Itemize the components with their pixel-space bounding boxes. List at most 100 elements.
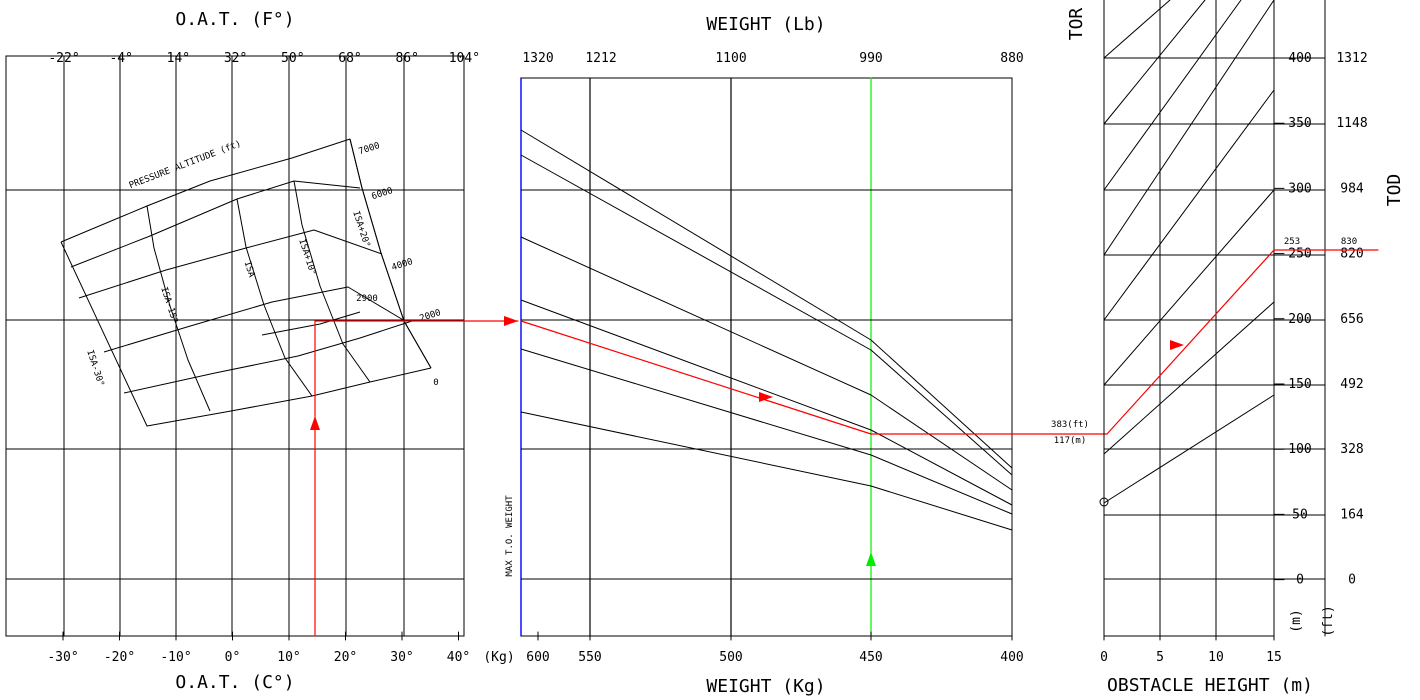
- weight-reference-line-4: [520, 348, 1013, 515]
- weight-bottom-axis-label: WEIGHT (Kg): [706, 676, 825, 697]
- isa-plus-20-line: [349, 138, 432, 369]
- obstacle-bottom-axis-label: OBSTACLE HEIGHT (m): [1107, 675, 1313, 696]
- example-oat-arrow: [310, 416, 320, 430]
- tod-foot-tick-0: 1312: [1336, 51, 1367, 66]
- temperature-bottom-tick-6: 30°: [390, 650, 413, 665]
- tod-side-label: TOD: [1384, 174, 1405, 207]
- example-tod-meter-label: 253: [1284, 237, 1300, 247]
- tor-label: TOR: [1066, 8, 1087, 41]
- example-tor-feet-label: 383(ft): [1051, 420, 1089, 430]
- obstacle-diagonal-line-6: [1103, 0, 1206, 125]
- temperature-bottom-tick-3: 0°: [225, 650, 241, 665]
- example-obstacle-line: [1106, 249, 1275, 435]
- temperature-top-tick-5: 68°: [338, 51, 361, 66]
- tod-meter-tick-5: 150: [1288, 377, 1311, 392]
- weight-reference-line-1: [520, 154, 1013, 476]
- example-obstacle-arrow: [1170, 340, 1184, 350]
- tod-meter-tick-4: 200: [1288, 312, 1311, 327]
- temperature-bottom-tick-5: 20°: [334, 650, 357, 665]
- temperature-top-tick-6: 86°: [395, 51, 418, 66]
- example-transfer-arrow: [504, 316, 518, 326]
- tod-meter-unit-label: (m): [1289, 609, 1304, 632]
- isa-label: ISA: [242, 260, 257, 279]
- tod-foot-tick-8: 0: [1348, 573, 1356, 588]
- tod-meter-tick-0: 400: [1288, 51, 1311, 66]
- isa-plus-10-line: [293, 180, 371, 383]
- tod-meter-tick-8: 0: [1296, 573, 1304, 588]
- altitude-2900-label: 2900: [356, 294, 378, 304]
- isa-plus-10-label: ISA+10°: [296, 238, 317, 277]
- temperature-top-tick-2: 14°: [167, 51, 190, 66]
- temperature-bottom-tick-7: 40°: [447, 650, 470, 665]
- isa-minus-30-label: ISA-30°: [84, 349, 105, 388]
- weight-top-axis-label: WEIGHT (Lb): [706, 14, 825, 35]
- tod-foot-tick-7: 164: [1340, 507, 1364, 522]
- pressure-altitude-2000-line: [103, 286, 406, 353]
- temperature-bottom-tick-1: -20°: [104, 650, 135, 665]
- temperature-top-tick-0: -22°: [48, 51, 79, 66]
- tod-foot-tick-5: 492: [1340, 377, 1363, 392]
- example-tod-foot-label: 830: [1341, 237, 1357, 247]
- example-weight-marker-arrow: [866, 552, 876, 566]
- pressure-altitude-top-boundary: [60, 138, 351, 243]
- obstacle-diagonal-line-7: [1103, 0, 1171, 59]
- weight-reference-line-5: [520, 411, 1013, 531]
- temperature-top-axis-label: O.A.T. (F°): [175, 9, 294, 30]
- weight-reference-line-2: [520, 236, 1013, 491]
- temperature-top-tick-7: 104°: [449, 51, 480, 66]
- obstacle-diagonal-line-3: [1103, 89, 1275, 321]
- tod-meter-tick-2: 300: [1288, 181, 1311, 196]
- tod-foot-tick-1: 1148: [1336, 116, 1367, 131]
- temperature-top-tick-1: -4°: [109, 51, 132, 66]
- pressure-altitude-1000-line: [123, 320, 413, 394]
- tod-foot-unit-label: (ft): [1321, 605, 1336, 636]
- isa-plus-20-label: ISA+20°: [350, 210, 371, 249]
- weight-top-tick-0: 1320: [522, 51, 553, 66]
- pressure-altitude-label: PRESSURE ALTITUDE (ft): [128, 139, 243, 191]
- example-weight-transfer-line: [520, 320, 872, 435]
- obstacle-zero-marker: [1099, 497, 1109, 507]
- obstacle-bottom-tick-0: 0: [1100, 650, 1108, 665]
- temperature-top-tick-3: 32°: [224, 51, 247, 66]
- weight-top-tick-2: 1100: [715, 51, 746, 66]
- weight-bottom-tick-3: 450: [859, 650, 882, 665]
- weight-top-tick-1: 1212: [585, 51, 616, 66]
- obstacle-bottom-tick-1: 5: [1156, 650, 1164, 665]
- temperature-bottom-axis-label: O.A.T. (C°): [175, 672, 294, 693]
- obstacle-diagonal-line-0: [1103, 394, 1275, 504]
- tod-foot-tick-6: 328: [1340, 442, 1363, 457]
- obstacle-diagonal-line-2: [1103, 189, 1275, 386]
- isa-line: [236, 198, 313, 397]
- altitude-6000-label: 6000: [371, 186, 395, 202]
- tod-meter-tick-1: 350: [1288, 116, 1311, 131]
- tod-meter-tick-7: 50: [1292, 507, 1308, 522]
- altitude-0-label: 0: [433, 378, 438, 388]
- altitude-4000-label: 4000: [391, 257, 415, 273]
- isa-minus-15-line: [146, 205, 211, 412]
- weight-top-tick-4: 880: [1000, 51, 1023, 66]
- weight-reference-line-3: [520, 299, 1013, 506]
- weight-bottom-tick-0: 600: [526, 650, 549, 665]
- weight-reference-line-0: [520, 129, 1013, 469]
- tod-foot-tick-4: 656: [1340, 312, 1363, 327]
- pressure-altitude-2900-line: [261, 311, 361, 336]
- pressure-altitude-6000-line: [70, 180, 361, 268]
- weight-bottom-tick-2: 500: [719, 650, 742, 665]
- tod-meter-tick-6: 100: [1288, 442, 1311, 457]
- pressure-altitude-right-boundary: [349, 138, 432, 369]
- weight-bottom-prefix-label: (Kg): [483, 650, 514, 665]
- tod-meter-tick-3: 250: [1288, 247, 1311, 262]
- temperature-top-tick-4: 50°: [281, 51, 304, 66]
- altitude-7000-label: 7000: [358, 141, 382, 157]
- obstacle-bottom-tick-3: 15: [1266, 650, 1282, 665]
- weight-bottom-tick-1: 550: [578, 650, 601, 665]
- max-takeoff-weight-label: MAX T.O. WEIGHT: [505, 495, 515, 577]
- weight-bottom-tick-4: 400: [1000, 650, 1023, 665]
- temperature-bottom-tick-0: -30°: [47, 650, 78, 665]
- obstacle-diagonal-line-1: [1103, 301, 1275, 455]
- pressure-altitude-4000-line: [78, 229, 383, 299]
- obstacle-bottom-tick-2: 10: [1208, 650, 1224, 665]
- obstacle-diagonal-line-5: [1103, 0, 1242, 191]
